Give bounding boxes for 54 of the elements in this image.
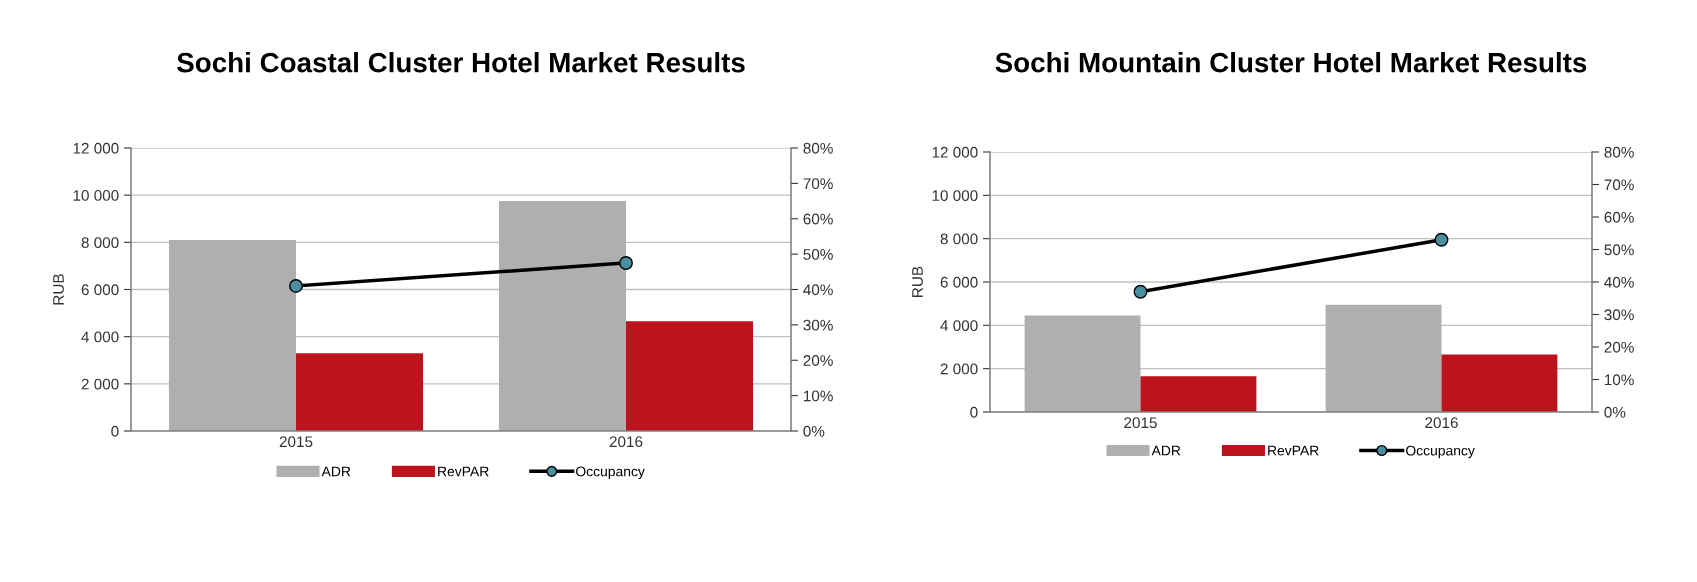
y-tick-label: 12 000: [932, 146, 978, 158]
y2-tick-label: 50%: [803, 248, 833, 260]
chart-title: Sochi Mountain Cluster Hotel Market Results: [995, 52, 1587, 73]
y2-tick-label: 30%: [803, 319, 833, 331]
y-tick-label: 4 000: [81, 331, 119, 343]
y-tick-label: 0: [970, 406, 978, 418]
legend-label: ADR: [321, 466, 351, 477]
y2-tick-label: 20%: [1604, 341, 1634, 353]
y-tick-label: 2 000: [81, 378, 119, 390]
bar: [1140, 376, 1257, 412]
y-tick-label: 6 000: [940, 276, 978, 288]
legend-label: ADR: [1151, 445, 1181, 456]
y-axis-title: RUB: [53, 274, 64, 305]
bar: [1024, 315, 1141, 412]
y-tick-label: 2 000: [940, 363, 978, 375]
bar: [626, 321, 754, 431]
bar: [1441, 354, 1558, 412]
y2-tick-label: 10%: [803, 390, 833, 402]
x-tick-label: 2015: [279, 436, 313, 448]
y-tick-label: 6 000: [81, 284, 119, 296]
bar: [1325, 304, 1442, 412]
y2-tick-label: 30%: [1604, 309, 1634, 321]
legend-label: Occupancy: [1406, 445, 1475, 459]
y2-tick-label: 60%: [1604, 211, 1634, 223]
y2-tick-label: 50%: [1604, 244, 1634, 256]
y-tick-label: 0: [111, 425, 119, 437]
legend-label: RevPAR: [1268, 445, 1319, 456]
y2-tick-label: 10%: [1604, 374, 1634, 386]
bar: [168, 239, 296, 431]
y-tick-label: 12 000: [73, 142, 119, 154]
chart-title: Sochi Coastal Cluster Hotel Market Results: [177, 52, 745, 73]
y2-tick-label: 0%: [803, 425, 825, 437]
y2-tick-label: 70%: [1604, 179, 1634, 191]
y2-tick-label: 80%: [803, 142, 833, 154]
y-tick-label: 4 000: [940, 320, 978, 332]
y-tick-label: 10 000: [73, 190, 119, 201]
x-tick-label: 2015: [1124, 417, 1157, 429]
bar: [498, 201, 626, 431]
legend-label: RevPAR: [438, 466, 489, 477]
bar: [296, 353, 424, 431]
legend-label: Occupancy: [576, 466, 645, 480]
y2-tick-label: 0%: [1604, 406, 1626, 418]
y-tick-label: 8 000: [81, 237, 119, 249]
y-tick-label: 10 000: [932, 190, 978, 202]
y-axis-title: RUB: [912, 266, 923, 297]
x-tick-label: 2016: [609, 436, 643, 448]
x-tick-label: 2016: [1425, 417, 1458, 429]
y2-tick-label: 20%: [803, 355, 833, 366]
y2-tick-label: 40%: [1604, 276, 1634, 288]
y2-tick-label: 80%: [1604, 146, 1634, 158]
y2-tick-label: 60%: [803, 213, 833, 225]
y-tick-label: 8 000: [940, 233, 978, 245]
y2-tick-label: 40%: [803, 284, 833, 296]
y2-tick-label: 70%: [803, 178, 833, 190]
